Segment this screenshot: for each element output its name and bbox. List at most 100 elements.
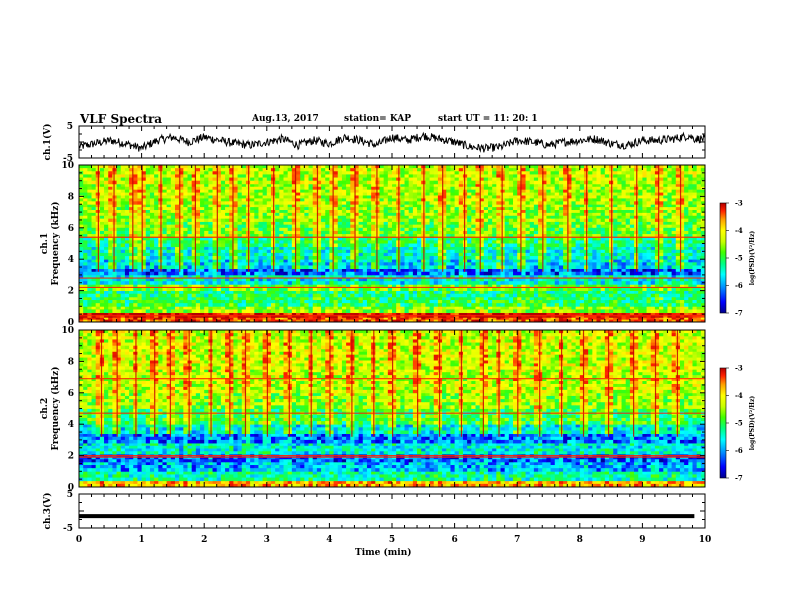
spectrogram-cell <box>133 227 138 232</box>
spectrogram-cell <box>663 262 668 266</box>
spectrogram-cell <box>99 306 105 310</box>
spectrogram-cell <box>91 317 97 321</box>
spectrogram-cell <box>617 296 622 301</box>
spectrogram-cell <box>341 259 347 263</box>
spectrogram-cell <box>174 271 180 276</box>
spectrogram-cell <box>679 249 685 254</box>
spectrogram-cell <box>204 293 209 298</box>
spectrogram-cell <box>304 274 309 279</box>
spectrogram-cell <box>525 300 531 304</box>
spectrogram-cell <box>371 281 376 285</box>
spectrogram-cell <box>237 249 243 254</box>
spectrogram-cell <box>187 246 193 251</box>
spectrogram-cell <box>91 274 97 279</box>
spectrogram-cell <box>371 271 376 276</box>
spectrogram-cell <box>492 259 497 263</box>
spectrogram-cell <box>225 300 230 304</box>
spectrogram-cell <box>266 240 272 244</box>
spectrogram-cell <box>583 300 589 304</box>
spectrogram-cell <box>270 300 276 304</box>
spectrogram-cell <box>567 274 572 279</box>
spectrogram-cell <box>387 227 393 232</box>
spectrogram-cell <box>679 293 685 298</box>
ch1-waveform-trace <box>78 131 706 153</box>
spectrogram-cell <box>137 259 142 263</box>
spectrogram-cell <box>145 234 151 238</box>
spectrogram-cell <box>567 287 572 291</box>
spectrogram-cell <box>600 293 606 298</box>
spectrogram-cell <box>500 265 506 270</box>
spectrogram-cell <box>83 204 88 208</box>
spectrogram-cell <box>321 224 326 229</box>
spectrogram-cell <box>233 246 238 251</box>
spectrogram-cell <box>392 234 397 238</box>
spectrogram-cell <box>116 265 122 270</box>
spectrogram-cell <box>204 287 209 291</box>
spectrogram-cell <box>112 230 117 235</box>
spectrogram-cell <box>508 230 514 235</box>
spectrogram-cell <box>329 234 334 238</box>
spectrogram-cell <box>300 227 305 232</box>
spectrogram-cell <box>300 293 305 298</box>
spectrogram-cell <box>542 271 547 276</box>
spectrogram-cell <box>104 265 109 270</box>
spectrogram-cell <box>521 237 526 241</box>
spectrogram-cell <box>149 293 155 298</box>
spectrogram-cell <box>241 300 247 304</box>
spectrogram-cell <box>462 259 468 263</box>
spectrogram-cell <box>675 287 681 291</box>
spectrogram-cell <box>262 303 268 307</box>
spectrogram-cell <box>291 230 297 235</box>
spectrogram-cell <box>471 309 476 313</box>
spectrogram-cell <box>195 256 201 260</box>
spectrogram-cell <box>508 296 514 301</box>
spectrogram-cell <box>329 221 334 226</box>
spectrogram-cell <box>650 293 656 298</box>
spectrogram-cell <box>429 227 435 232</box>
spectrogram-cell <box>383 230 389 235</box>
spectrogram-cell <box>696 268 702 273</box>
spectrogram-cell <box>129 300 134 304</box>
spectrogram-cell <box>496 249 501 254</box>
spectrogram-cell <box>596 243 602 248</box>
spectrogram-cell <box>513 306 518 310</box>
spectrogram-cell <box>154 256 159 260</box>
spectrogram-cell <box>521 303 526 307</box>
spectrogram-cell <box>437 243 443 248</box>
spectrogram-cell <box>500 317 506 321</box>
spectrogram-cell <box>79 293 84 298</box>
spectrogram-cell <box>308 312 314 316</box>
spectrogram-cell <box>304 284 309 288</box>
spectrogram-cell <box>208 300 213 304</box>
spectrogram-cell <box>529 252 535 257</box>
spectrogram-cell <box>350 252 355 257</box>
spectrogram-cell <box>195 287 201 291</box>
spectrogram-cell <box>504 319 510 323</box>
spectrogram-cell <box>634 290 639 295</box>
spectrogram-cell <box>404 274 410 279</box>
spectrogram-cell <box>679 227 685 232</box>
spectrogram-cell <box>659 312 664 316</box>
spectrogram-cell <box>212 306 218 310</box>
spectrogram-cell <box>208 290 213 295</box>
spectrogram-cell <box>354 296 360 301</box>
spectrogram-cell <box>417 296 422 301</box>
spectrogram-cell <box>575 281 581 285</box>
spectrogram-cell <box>567 249 572 254</box>
spectrogram-cell <box>554 240 560 244</box>
spectrogram-cell <box>446 234 451 238</box>
spectrogram-cell <box>508 252 514 257</box>
spectrogram-cell <box>225 293 230 298</box>
spectrogram-cell <box>154 265 159 270</box>
spectrogram-cell <box>538 230 543 235</box>
spectrogram-cell <box>346 243 351 248</box>
spectrogram-cell <box>316 227 322 232</box>
spectrogram-cell <box>158 300 163 304</box>
spectrogram-cell <box>220 296 226 301</box>
spectrogram-cell <box>287 300 293 304</box>
spectrogram-cell <box>350 309 355 313</box>
spectrogram-cell <box>291 303 297 307</box>
spectrogram-cell <box>316 290 322 295</box>
spectrogram-cell <box>437 281 443 285</box>
spectrogram-cell <box>529 249 535 254</box>
